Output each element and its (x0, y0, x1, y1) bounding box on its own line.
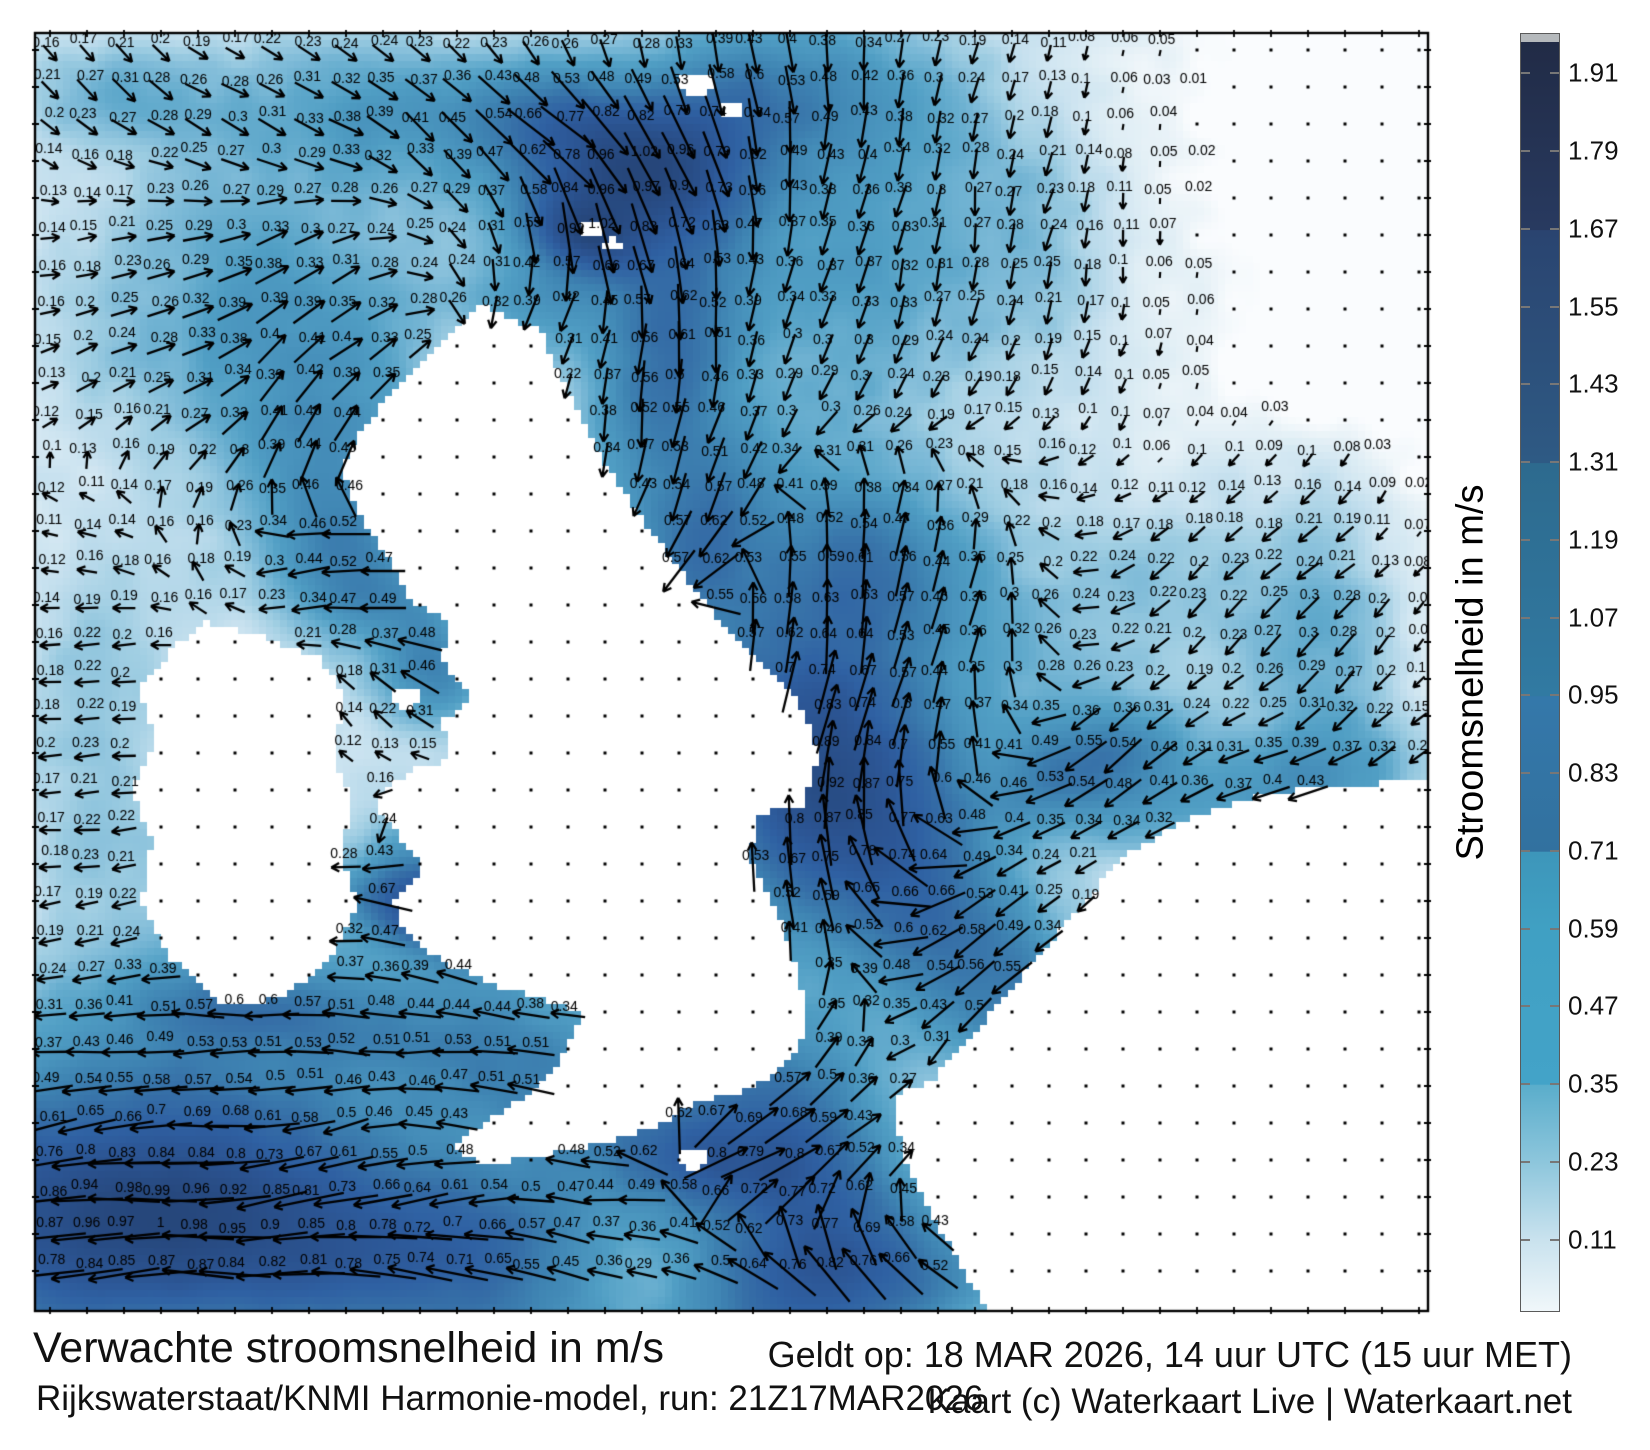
colorbar-tick-label: 0.47 (1568, 990, 1619, 1021)
colorbar-tick (1521, 72, 1530, 75)
colorbar-tick (1521, 383, 1530, 386)
colorbar-tick (1521, 927, 1530, 930)
colorbar-tick-label: 0.71 (1568, 835, 1619, 866)
colorbar-tick-label: 1.91 (1568, 57, 1619, 88)
colorbar-tick (1521, 1005, 1530, 1008)
colorbar-axis-label: Stroomsnelheid in m/s (1449, 484, 1492, 861)
colorbar-gradient (1521, 42, 1559, 1311)
map-title: Verwachte stroomsnelheid in m/s (33, 1324, 664, 1372)
colorbar-tick-label: 0.23 (1568, 1146, 1619, 1177)
colorbar-tick (1521, 227, 1530, 230)
valid-time-label: Geldt op: 18 MAR 2026, 14 uur UTC (15 uu… (767, 1334, 1572, 1375)
colorbar-tick (1521, 1238, 1530, 1241)
colorbar (1520, 33, 1560, 1312)
colorbar-tick (1550, 849, 1559, 852)
colorbar-overflow-cap (1521, 34, 1559, 42)
colorbar-axis-title: Stroomsnelheid in m/s (1438, 33, 1504, 1312)
credit-label: Kaart (c) Waterkaart Live | Waterkaart.n… (927, 1382, 1572, 1421)
colorbar-tick-label: 0.83 (1568, 757, 1619, 788)
colorbar-tick-label: 0.59 (1568, 913, 1619, 944)
colorbar-tick (1550, 72, 1559, 75)
colorbar-tick (1550, 772, 1559, 775)
colorbar-tick (1521, 772, 1530, 775)
colorbar-tick-label: 1.07 (1568, 602, 1619, 633)
colorbar-tick (1521, 849, 1530, 852)
colorbar-tick (1550, 150, 1559, 153)
colorbar-tick (1521, 616, 1530, 619)
colorbar-tick-label: 1.55 (1568, 291, 1619, 322)
colorbar-tick (1550, 694, 1559, 697)
colorbar-tick-label: 1.31 (1568, 446, 1619, 477)
colorbar-tick (1550, 1160, 1559, 1163)
colorbar-tick (1550, 927, 1559, 930)
colorbar-tick (1550, 1238, 1559, 1241)
colorbar-tick-label: 0.11 (1568, 1224, 1617, 1255)
colorbar-tick-label: 0.35 (1568, 1068, 1619, 1099)
colorbar-tick-label: 1.67 (1568, 213, 1619, 244)
colorbar-tick (1550, 383, 1559, 386)
colorbar-tick (1521, 305, 1530, 308)
colorbar-tick (1550, 538, 1559, 541)
colorbar-tick-label: 0.95 (1568, 679, 1619, 710)
colorbar-tick (1550, 227, 1559, 230)
colorbar-tick (1550, 1005, 1559, 1008)
colorbar-tick (1521, 1160, 1530, 1163)
colorbar-tick (1521, 694, 1530, 697)
colorbar-tick (1550, 1083, 1559, 1086)
colorbar-tick (1521, 538, 1530, 541)
colorbar-tick-label: 1.43 (1568, 368, 1619, 399)
colorbar-tick (1550, 461, 1559, 464)
model-run-label: Rijkswaterstaat/KNMI Harmonie-model, run… (36, 1379, 984, 1418)
colorbar-tick (1521, 150, 1530, 153)
colorbar-tick (1550, 305, 1559, 308)
colorbar-tick-label: 1.79 (1568, 135, 1619, 166)
colorbar-tick (1550, 616, 1559, 619)
current-speed-map (23, 23, 1435, 1318)
colorbar-tick (1521, 461, 1530, 464)
colorbar-tick (1521, 1083, 1530, 1086)
colorbar-tick-label: 1.19 (1568, 524, 1619, 555)
